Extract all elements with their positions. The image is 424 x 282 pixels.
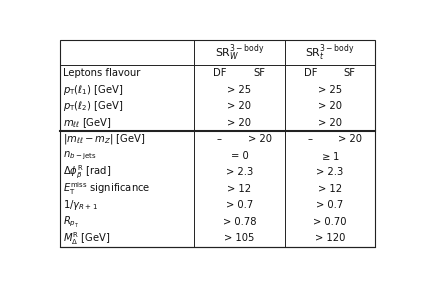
Text: DF: DF [304, 68, 317, 78]
Text: > 25: > 25 [318, 85, 342, 95]
Text: –: – [217, 134, 222, 144]
Text: $n_{b-\mathrm{jets}}$: $n_{b-\mathrm{jets}}$ [63, 150, 96, 162]
Text: $M_\Delta^\mathrm{R}$ [GeV]: $M_\Delta^\mathrm{R}$ [GeV] [63, 230, 110, 247]
Text: SF: SF [344, 68, 356, 78]
Text: > 20: > 20 [227, 101, 251, 111]
Text: > 25: > 25 [227, 85, 251, 95]
Text: $|m_{\ell\ell} - m_Z|$ [GeV]: $|m_{\ell\ell} - m_Z|$ [GeV] [63, 132, 145, 146]
Text: > 20: > 20 [227, 118, 251, 128]
Text: = 0: = 0 [231, 151, 248, 161]
Text: $\mathrm{SR}_t^{3-\mathrm{body}}$: $\mathrm{SR}_t^{3-\mathrm{body}}$ [305, 42, 355, 63]
Text: $p_\mathrm{T}(\ell_2)$ [GeV]: $p_\mathrm{T}(\ell_2)$ [GeV] [63, 99, 123, 113]
Text: > 2.3: > 2.3 [316, 168, 344, 177]
Text: > 20: > 20 [248, 134, 271, 144]
Text: > 0.7: > 0.7 [226, 201, 253, 210]
Text: $\Delta\phi_\beta^\mathrm{R}$ [rad]: $\Delta\phi_\beta^\mathrm{R}$ [rad] [63, 164, 111, 181]
Text: $1/\gamma_{R+1}$: $1/\gamma_{R+1}$ [63, 198, 98, 212]
Text: $m_{\ell\ell}$ [GeV]: $m_{\ell\ell}$ [GeV] [63, 116, 112, 130]
Text: > 2.3: > 2.3 [226, 168, 253, 177]
Text: Leptons flavour: Leptons flavour [63, 68, 140, 78]
Text: DF: DF [212, 68, 226, 78]
Text: > 20: > 20 [338, 134, 362, 144]
Text: $\mathrm{SR}_W^{3-\mathrm{body}}$: $\mathrm{SR}_W^{3-\mathrm{body}}$ [215, 42, 264, 63]
Text: $p_\mathrm{T}(\ell_1)$ [GeV]: $p_\mathrm{T}(\ell_1)$ [GeV] [63, 83, 123, 97]
Text: > 0.7: > 0.7 [316, 201, 344, 210]
Text: > 0.70: > 0.70 [313, 217, 347, 227]
Text: > 0.78: > 0.78 [223, 217, 256, 227]
Text: > 20: > 20 [318, 118, 342, 128]
Text: > 12: > 12 [227, 184, 251, 194]
Text: > 105: > 105 [224, 233, 254, 243]
Text: > 20: > 20 [318, 101, 342, 111]
Text: $R_{p_\mathrm{T}}$: $R_{p_\mathrm{T}}$ [63, 214, 79, 229]
Text: SF: SF [254, 68, 265, 78]
Text: –: – [308, 134, 313, 144]
Text: $E_\mathrm{T}^\mathrm{miss}$ significance: $E_\mathrm{T}^\mathrm{miss}$ significanc… [63, 180, 150, 197]
Text: $\geq 1$: $\geq 1$ [320, 150, 340, 162]
Text: > 120: > 120 [315, 233, 345, 243]
Text: > 12: > 12 [318, 184, 342, 194]
